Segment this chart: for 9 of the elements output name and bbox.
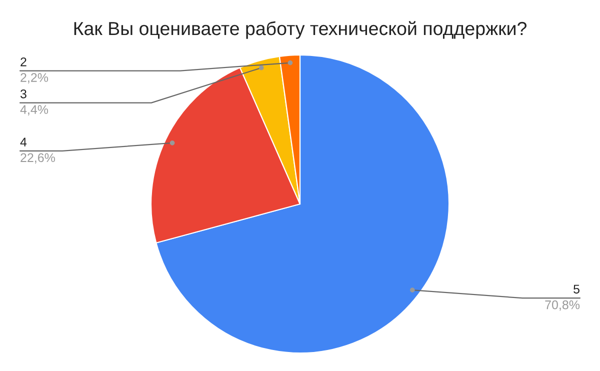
- data-label: 2,2%: [20, 73, 48, 84]
- chart-title: Как Вы оцениваете работу технической поддержки?: [74, 21, 526, 39]
- slice-label: 3: [20, 89, 26, 98]
- slice-label: 4: [20, 138, 27, 146]
- data-label: 4,4%: [20, 105, 48, 116]
- data-label: 70,8%: [545, 300, 580, 311]
- slice-label: 2: [20, 57, 26, 66]
- data-label: 22,6%: [20, 153, 55, 164]
- slice-label: 5: [574, 284, 580, 294]
